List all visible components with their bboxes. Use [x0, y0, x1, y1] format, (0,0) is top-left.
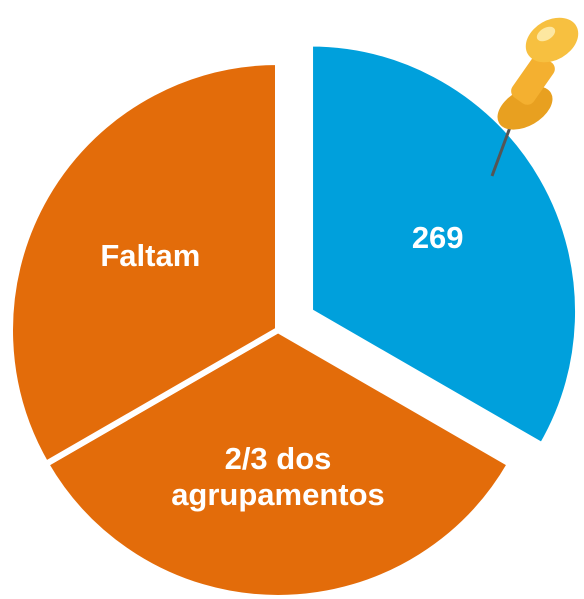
slice-label: 2/3 dos agrupamentos — [171, 441, 385, 513]
slice-label: Faltam — [100, 238, 201, 274]
pushpin — [490, 17, 579, 177]
pie-slice — [7, 58, 281, 469]
slice-label: 269 — [411, 219, 464, 255]
pie-slice — [307, 40, 581, 450]
